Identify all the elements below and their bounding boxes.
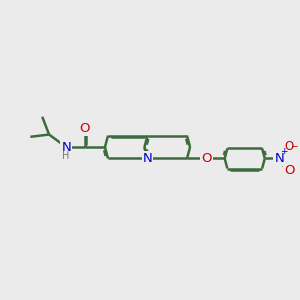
Text: O: O [80, 122, 90, 135]
Text: +: + [280, 147, 288, 156]
Text: O: O [285, 140, 294, 153]
Text: H: H [62, 151, 69, 161]
Text: N: N [274, 152, 284, 165]
Text: −: − [290, 141, 298, 150]
Text: O: O [201, 152, 211, 165]
Text: N: N [61, 141, 71, 154]
Text: N: N [142, 152, 152, 165]
Text: O: O [284, 164, 295, 177]
